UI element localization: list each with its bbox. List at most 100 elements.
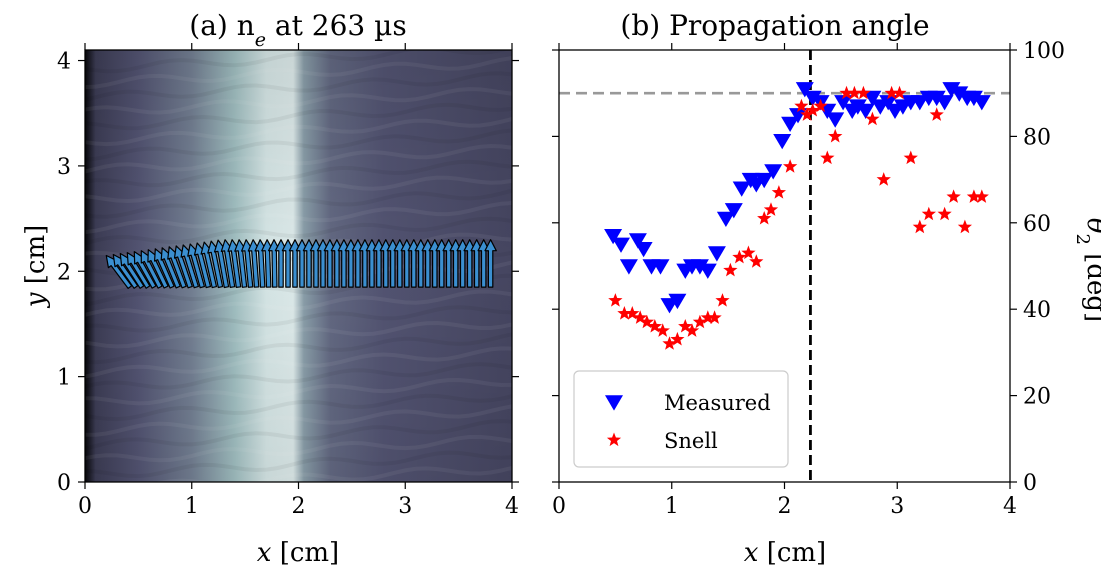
measured-marker	[789, 108, 807, 124]
measured-marker	[964, 90, 983, 107]
legend: Measured Snell	[573, 370, 789, 468]
x-tick-label: 2	[292, 494, 306, 519]
y-tick-label: 0	[1023, 471, 1037, 496]
snell-marker	[639, 314, 655, 329]
x-tick-label: 1	[665, 494, 679, 519]
snell-marker	[655, 323, 670, 337]
snell-marker	[937, 206, 952, 221]
measured-marker	[972, 95, 991, 111]
x-tick-label: 4	[505, 494, 519, 519]
measured-marker	[826, 112, 845, 128]
y-tick-label: 1	[57, 366, 71, 391]
measured-marker	[651, 259, 670, 275]
x-tick-label: 1	[185, 494, 199, 519]
measured-marker	[927, 90, 946, 107]
x-tick-label: 0	[78, 494, 92, 519]
snell-marker	[884, 85, 899, 100]
measured-marker	[942, 82, 961, 98]
measured-marker	[856, 103, 875, 119]
legend-snell-marker	[606, 432, 622, 447]
snell-marker	[662, 336, 677, 350]
snell-marker	[820, 150, 835, 165]
snell-marker	[732, 249, 747, 264]
snell-marker	[647, 319, 662, 333]
measured-marker	[879, 95, 898, 111]
snell-marker	[946, 189, 961, 203]
snell-marker	[625, 306, 640, 320]
x-tick-label: 4	[1003, 494, 1017, 519]
snell-marker	[692, 314, 708, 329]
x-tick-label: 2	[778, 494, 792, 519]
snell-marker	[700, 310, 715, 324]
snell-marker	[741, 245, 756, 260]
k-vector-arrow	[484, 239, 497, 288]
measured-marker	[612, 237, 630, 253]
y-tick-label: 3	[57, 155, 71, 180]
snell-marker	[876, 172, 891, 186]
measured-marker	[698, 263, 717, 279]
right-panel-title: (b) Propagation angle	[620, 9, 929, 42]
measured-marker	[628, 233, 647, 249]
legend-label: Snell	[664, 429, 718, 453]
snell-marker	[957, 219, 972, 234]
legend-box	[573, 370, 789, 468]
snell-marker	[633, 310, 648, 324]
measured-marker	[690, 259, 709, 275]
measured-marker	[935, 95, 954, 111]
y-tick-label: 100	[1023, 39, 1065, 64]
snell-marker	[670, 331, 685, 346]
x-tick-label: 3	[890, 494, 904, 519]
x-tick-label: 0	[552, 494, 566, 519]
snell-marker	[678, 319, 693, 333]
left-axes-ticks: 0 1 2 3 4 0 1 2 3 4	[57, 43, 519, 519]
legend-measured-marker	[605, 395, 623, 411]
snell-marker	[608, 293, 623, 307]
right-x-axis-label: x [cm]	[744, 538, 826, 568]
k-vector-arrows	[105, 239, 497, 289]
snell-marker	[805, 103, 820, 117]
left-panel-density-map: (a) ne at 263 µs 0 1 2 3 4 0 1 2 3 4 x [cm] y [cm…	[21, 9, 519, 568]
y-tick-label: 40	[1023, 298, 1051, 323]
measured-marker	[732, 181, 751, 197]
measured-marker	[755, 172, 774, 189]
snell-marker	[757, 211, 772, 225]
snell-marker	[856, 85, 871, 100]
snell-marker	[966, 189, 982, 203]
y-tick-label: 0	[57, 471, 71, 496]
snell-marker	[763, 202, 779, 216]
snell-marker	[749, 254, 764, 268]
measured-marker	[950, 86, 969, 102]
snell-marker	[929, 107, 944, 121]
measured-marker	[604, 229, 623, 245]
snell-marker	[707, 310, 722, 324]
snell-marker	[921, 206, 936, 221]
measured-marker	[619, 259, 638, 275]
y-tick-label: 2	[57, 260, 71, 285]
measured-marker	[716, 211, 735, 227]
scatter-markers	[604, 82, 991, 350]
snell-marker	[892, 85, 907, 100]
measured-marker	[795, 82, 814, 98]
measured-marker	[707, 246, 726, 262]
right-panel-angle-plot: (b) Propagation angle 0 1 2 3 4020406080100 …	[552, 9, 1101, 568]
snell-marker	[839, 85, 854, 100]
snell-marker	[847, 85, 862, 100]
snell-marker	[715, 293, 730, 307]
snell-marker	[684, 323, 700, 337]
y-tick-label: 60	[1023, 212, 1051, 237]
snell-marker	[912, 219, 927, 234]
measured-marker	[863, 90, 882, 107]
measured-marker	[634, 242, 653, 258]
left-panel-title: (a) ne at 263 µs	[189, 9, 406, 51]
measured-marker	[910, 95, 929, 111]
legend-label: Measured	[664, 391, 771, 415]
measured-marker	[781, 116, 800, 132]
left-y-axis-label: y [cm]	[21, 225, 51, 308]
x-tick-label: 3	[398, 494, 412, 519]
snell-marker	[813, 98, 828, 113]
snell-marker	[828, 128, 843, 143]
y-tick-label: 4	[57, 50, 71, 75]
snell-marker	[617, 306, 632, 320]
snell-marker	[783, 159, 798, 173]
